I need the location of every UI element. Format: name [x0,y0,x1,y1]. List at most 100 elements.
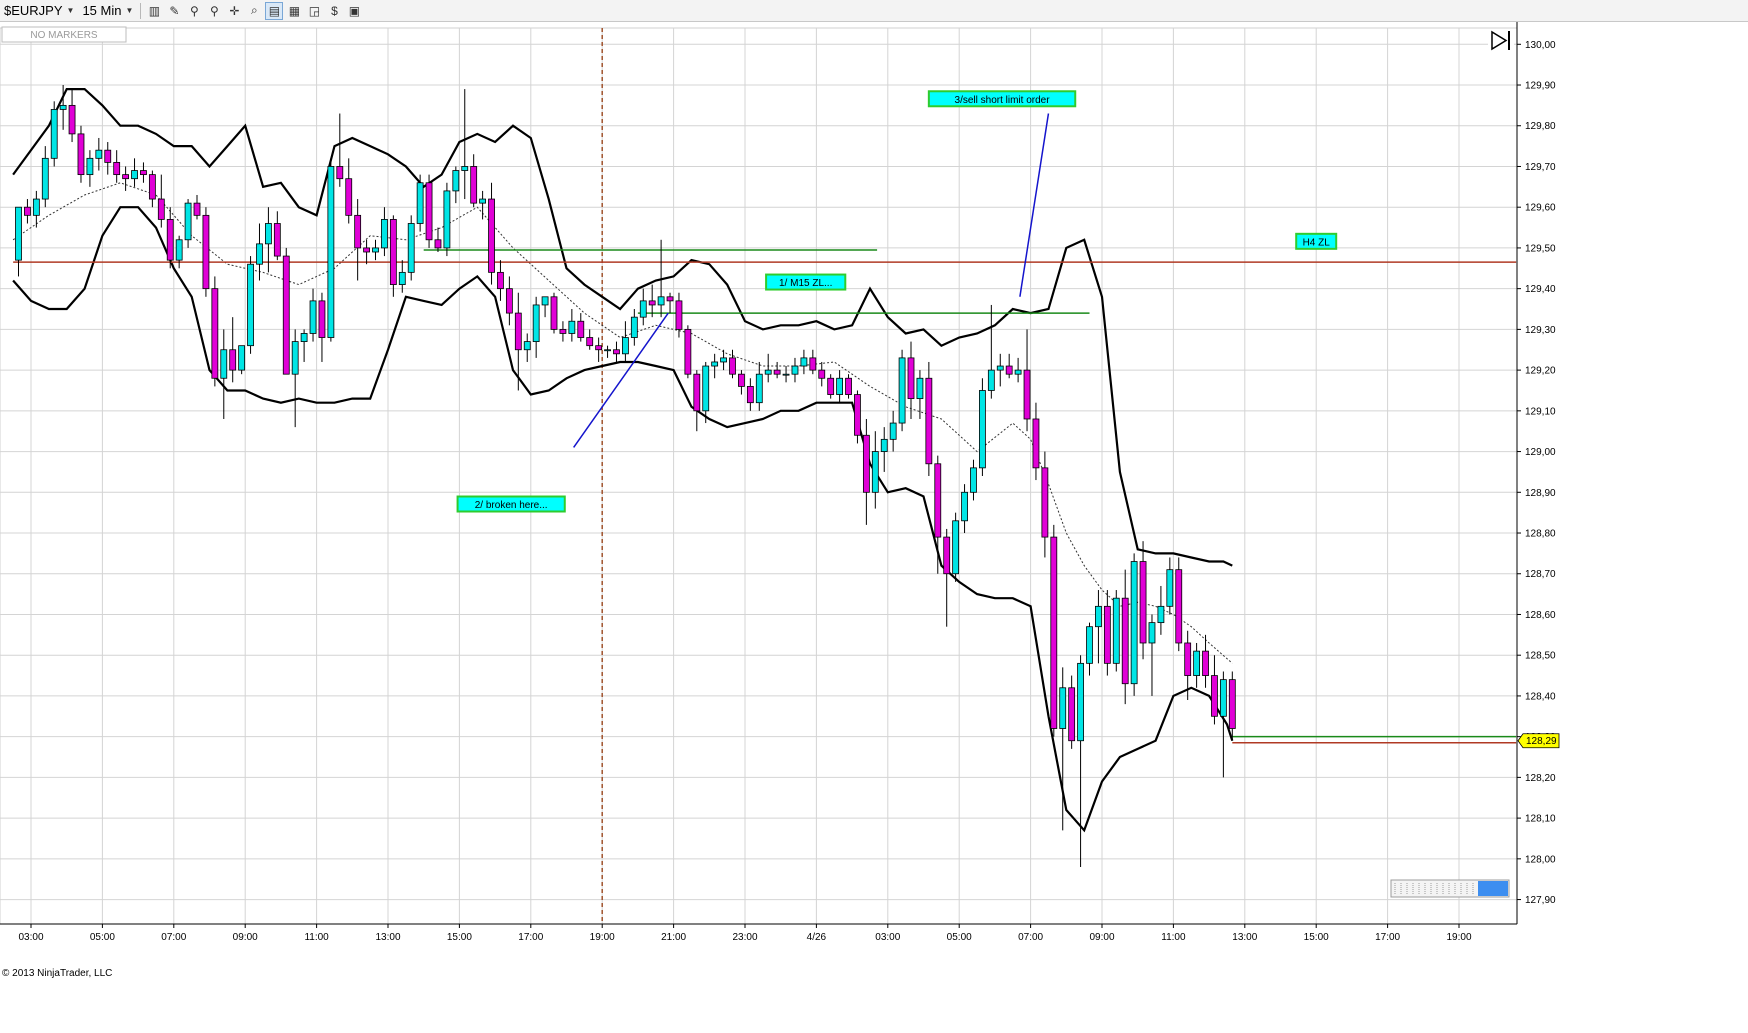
candle-body [1059,687,1067,729]
candle [488,182,495,285]
candle [907,341,915,419]
y-tick-label: 128,00 [1525,854,1556,865]
candle [24,199,31,224]
candle-body [809,357,817,371]
candle [175,235,183,269]
candle-body [746,385,754,404]
bollinger-bands [12,87,1234,833]
candle [59,85,67,130]
instrument-selector[interactable]: $EURJPY ▼ [0,1,78,21]
candle [505,276,513,326]
y-tick-label: 128,40 [1525,691,1556,702]
candle-body [604,349,611,352]
candle-body [470,166,478,204]
strategy-icon[interactable]: ◲ [308,3,321,18]
properties-icon[interactable]: $ [331,3,338,18]
candle-body [416,182,424,224]
candle [247,256,254,354]
markers-box[interactable] [1,26,127,43]
chart-trader-icon[interactable]: ▦ [288,3,301,18]
candle [1059,667,1067,831]
data-box-icon[interactable]: ▤ [265,1,284,20]
candle [479,190,487,220]
candle-body [889,422,897,440]
candle [41,146,49,208]
candle [755,361,763,411]
interval-selector[interactable]: 15 Min ▼ [78,1,137,21]
candle-body [711,361,719,367]
candle-body [59,104,67,110]
candle [666,292,674,314]
candle [1166,557,1174,615]
candle-body [1228,679,1236,729]
zoom-icon[interactable]: ⌕ [251,3,258,17]
crosshair-icon[interactable]: ✛ [229,3,240,18]
candle-body [1157,605,1165,624]
candle-body [970,467,977,493]
horizontal-scrollbar[interactable] [1390,879,1510,898]
candle-body [1193,650,1201,676]
candle [586,329,594,350]
x-tick-label: 21:00 [661,932,686,943]
candle [77,125,85,183]
candle [148,170,156,208]
candle [309,288,317,342]
indicator-remove-icon[interactable]: ⚲ [210,3,219,18]
last-price-label: 128,29 [1526,736,1557,747]
candle [630,309,638,346]
annotation-label: 3/sell short limit order [927,90,1077,108]
candle-body [1095,605,1102,628]
scroll-end-icon[interactable] [1488,29,1514,51]
candle-body [720,357,727,363]
last-price-box [1517,733,1560,749]
window-icon[interactable]: ▣ [348,3,361,18]
candle [720,349,727,371]
candle-body [782,373,790,376]
indicator-add-icon[interactable]: ⚲ [190,3,199,18]
price-chart[interactable]: 2/ broken here... 1/ M15 ZL... 3/sell shor… [0,22,1748,1033]
candle-body [95,149,103,159]
candle [238,345,246,375]
candle [122,166,130,191]
candle-body [1121,597,1129,685]
candle-body [871,451,879,493]
candle [381,207,388,257]
candle-body [916,377,924,400]
candle [746,378,754,411]
candle [166,207,174,269]
bar-type-icon[interactable]: ▥ [148,3,161,18]
candle [389,215,397,297]
candle-body [354,214,362,249]
candle-body [256,243,263,265]
candle [1014,357,1022,383]
candle [1228,671,1236,741]
candle [211,276,219,387]
candle [104,142,112,175]
candle [996,353,1004,387]
candle [818,361,826,387]
candle-body [238,345,246,371]
candle-body [140,170,147,176]
candle-body [773,369,781,375]
candle-body [1130,561,1138,685]
candle [845,374,852,399]
y-tick-label: 128,60 [1525,610,1556,621]
y-tick-label: 129,30 [1525,325,1556,336]
candle [622,321,629,362]
candle-body [122,174,130,180]
pencil-draw-icon[interactable]: ✎ [169,3,180,18]
candle [202,207,210,297]
candle-body [1202,650,1209,676]
annotation-arrow [1019,113,1050,297]
x-tick-label: 23:00 [732,932,757,943]
candle [336,113,344,187]
candle-body [568,320,576,334]
candle-body [523,341,531,351]
candle [345,158,353,224]
y-tick-label: 129,70 [1525,162,1556,173]
annotation-label: 1/ M15 ZL... [765,273,847,291]
candle [604,345,611,358]
annotation-box [1295,232,1338,250]
candle [1175,557,1183,652]
candle-body [77,133,85,176]
